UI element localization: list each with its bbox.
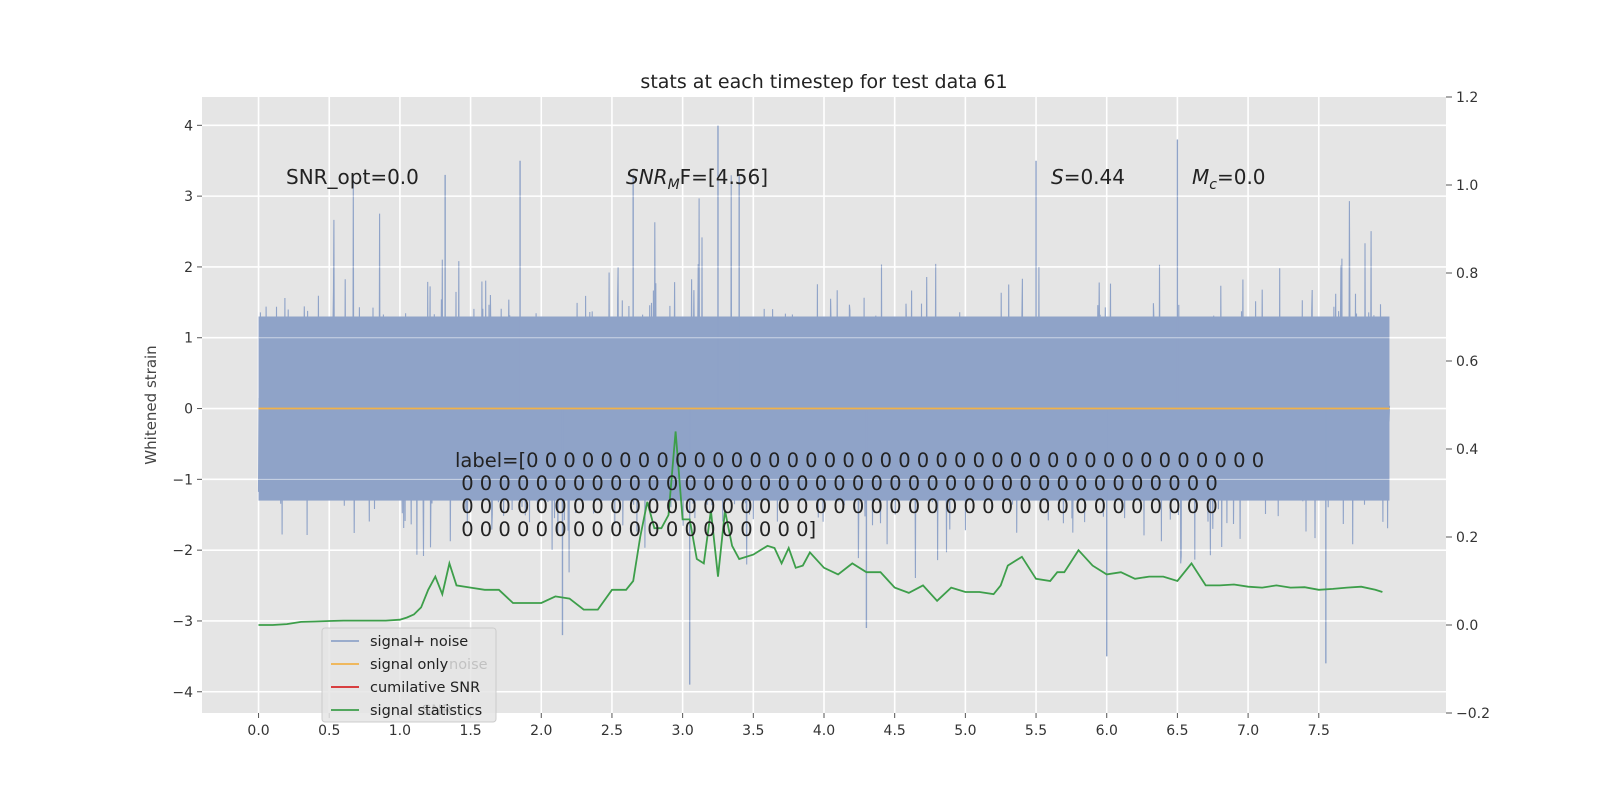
y-right-tick-label-6: 0.0 [1456,618,1478,634]
y-axis-label: Whitened strain [142,345,160,464]
annotation-snr-mf-rest: F=[4.56] [680,165,768,189]
annotation-s: S=0.44 [1051,165,1125,189]
x-tick-label-15: 7.5 [1308,723,1330,739]
y-right-tick-label-3: 0.6 [1456,354,1478,370]
x-tick-label-7: 3.5 [742,723,764,739]
x-tick-label-9: 4.5 [884,723,906,739]
y-right-tick-label-2: 0.8 [1456,266,1478,282]
legend-label-1: signal only [370,657,449,673]
x-tick-label-1: 0.5 [318,723,340,739]
y-tick-label-2: 2 [184,260,193,276]
y-right-tick-label-4: 0.4 [1456,442,1478,458]
y-tick-label-5: −1 [172,472,193,488]
annotation-mc-rest: =0.0 [1217,165,1266,189]
y-right-tick-label-0: 1.2 [1456,90,1478,106]
label-line-1: 0 0 0 0 0 0 0 0 0 0 0 0 0 0 0 0 0 0 0 0 … [455,472,1218,495]
legend-label-3: signal statistics [370,703,482,719]
x-tick-label-10: 5.0 [954,723,976,739]
legend: signal+ noise signal only cumilative SNR si… [321,627,497,723]
annotation-label-array: label=[0 0 0 0 0 0 0 0 0 0 0 0 0 0 0 0 0… [455,449,1264,541]
y-tick-label-4: 0 [184,402,193,418]
x-tick-label-5: 2.5 [601,723,623,739]
annotation-snr-mf: SNRMF=[4.56] [626,165,768,193]
annotation-snr-mf-sub: M [668,177,680,193]
legend-label-0: signal+ noise [370,634,468,650]
y-tick-label-1: 3 [184,189,193,205]
label-line-2: 0 0 0 0 0 0 0 0 0 0 0 0 0 0 0 0 0 0 0 0 … [455,495,1218,518]
y-tick-label-3: 1 [184,331,193,347]
x-tick-label-8: 4.0 [813,723,835,739]
y-right-tick-label-7: −0.2 [1456,706,1490,722]
annotation-s-rest: =0.44 [1064,165,1125,189]
chart-title: stats at each timestep for test data 61 [640,71,1007,93]
annotation-mc-base: M [1192,165,1209,189]
y-tick-label-8: −4 [172,685,193,701]
x-tick-label-3: 1.5 [459,723,481,739]
x-tick-label-0: 0.0 [247,723,269,739]
x-tick-label-13: 6.5 [1166,723,1188,739]
x-tick-label-12: 6.0 [1096,723,1118,739]
legend-box [321,627,497,723]
annotation-snr-mf-base: SNR [626,165,668,189]
series-line-3 [258,431,1383,626]
line-series [258,407,1390,626]
annotation-mc-sub: c [1209,177,1217,193]
y-tick-label-6: −2 [172,543,193,559]
y-right-tick-label-5: 0.2 [1456,530,1478,546]
y-tick-label-0: 4 [184,118,193,134]
label-line-0: label=[0 0 0 0 0 0 0 0 0 0 0 0 0 0 0 0 0… [455,449,1264,472]
x-tick-label-6: 3.0 [672,723,694,739]
annotation-s-italic: S [1051,165,1064,189]
annotation-snr-opt: SNR_opt=0.0 [286,165,419,189]
y-right-tick-label-1: 1.0 [1456,178,1478,194]
x-tick-label-14: 7.0 [1237,723,1259,739]
legend-label-2: cumilative SNR [370,680,480,696]
y-tick-label-7: −3 [172,614,193,630]
annotation-mc: Mc=0.0 [1192,165,1266,193]
x-tick-label-4: 2.0 [530,723,552,739]
annotations: SNR_opt=0.0 SNRMF=[4.56] S=0.44 Mc=0.0 l… [286,165,1266,541]
x-tick-label-11: 5.5 [1025,723,1047,739]
legend-ghost-text-0: noise [449,657,488,673]
legend-ghost-text-1: SNR [422,703,452,719]
axes: 0.0 0.5 1.0 1.5 2.0 2.5 3.0 3.5 4.0 4.5 5.0 5.5 6.0 6… [172,90,1490,739]
x-tick-label-2: 1.0 [389,723,411,739]
label-line-3: 0 0 0 0 0 0 0 0 0 0 0 0 0 0 0 0 0 0 0] [455,518,816,541]
